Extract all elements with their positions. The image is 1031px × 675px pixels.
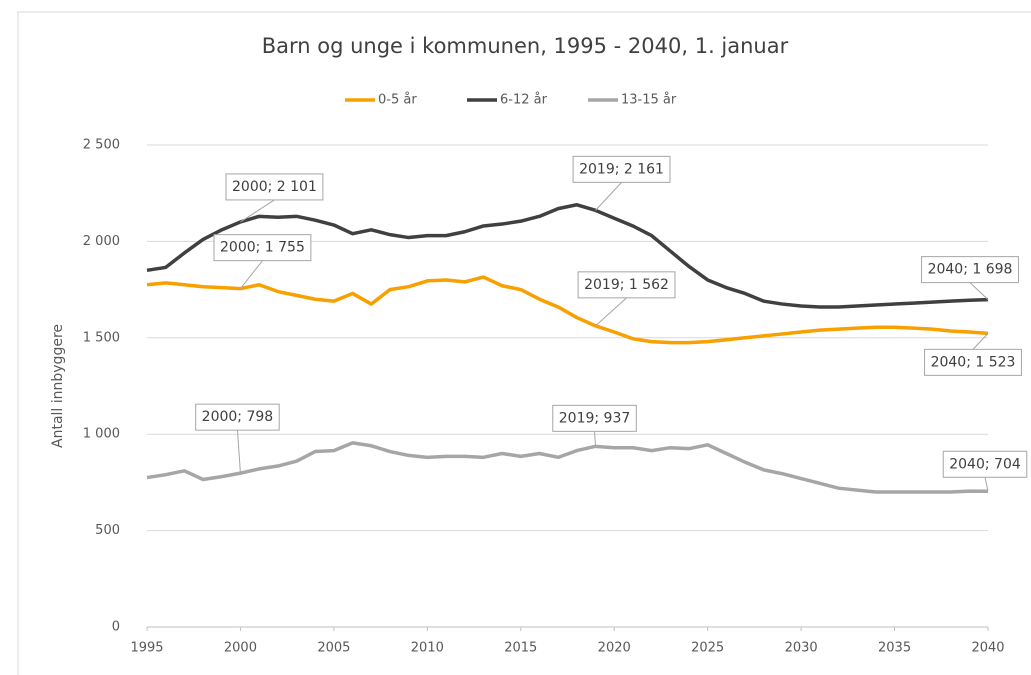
callout-box (195, 403, 280, 431)
callout-box (942, 450, 1028, 478)
x-tick-label: 2040 (971, 641, 1004, 656)
x-tick-label: 2030 (785, 641, 818, 656)
legend-label: 0-5 år (378, 93, 417, 108)
x-tick-label: 2020 (598, 641, 631, 656)
callout-label: 2040; 704 (949, 456, 1021, 472)
callout-label: 2040; 1 523 (931, 354, 1016, 370)
callout-leader (595, 182, 622, 211)
y-tick-label: 2 000 (83, 234, 120, 249)
x-tick-label: 2015 (504, 641, 537, 656)
chart-border (17, 11, 1031, 675)
x-tick-label: 2035 (878, 641, 911, 656)
y-tick-label: 500 (95, 523, 120, 538)
x-tick-label: 2000 (224, 641, 257, 656)
series-line (146, 275, 989, 345)
callout-label: 2000; 2 101 (232, 179, 317, 195)
callout-leader (594, 431, 597, 447)
callout-box (213, 234, 312, 262)
callout-label: 2000; 798 (202, 409, 274, 425)
legend-label: 13-15 år (621, 93, 677, 108)
y-tick-label: 1 000 (83, 427, 120, 442)
callout-leader (969, 282, 989, 300)
callout-label: 2019; 2 161 (579, 161, 664, 177)
callout-leader (240, 260, 263, 289)
x-tick-label: 2025 (691, 641, 724, 656)
callout-box (225, 173, 324, 201)
callout-leader (236, 430, 241, 474)
callout-box (921, 256, 1019, 284)
callout-label: 2040; 1 698 (928, 262, 1013, 278)
callout-label: 2019; 1 562 (584, 277, 669, 293)
callout-label: 2019; 937 (559, 410, 631, 426)
series-line (146, 441, 989, 494)
x-tick-label: 2005 (317, 641, 350, 656)
callout-leader (595, 297, 627, 327)
callout-leader (984, 477, 989, 492)
y-tick-label: 1 500 (83, 330, 120, 345)
callout-leader (972, 333, 989, 350)
callout-leader (240, 199, 275, 223)
series-line (146, 203, 989, 309)
callout-label: 2000; 1 755 (220, 240, 305, 256)
y-tick-label: 0 (112, 620, 120, 635)
chart-title: Barn og unge i kommunen, 1995 - 2040, 1.… (262, 34, 789, 58)
legend-label: 6-12 år (500, 93, 548, 108)
y-axis-label: Antall innbyggere (50, 324, 66, 448)
y-tick-label: 2 500 (83, 138, 120, 153)
callout-box (577, 271, 676, 299)
x-tick-label: 2010 (411, 641, 444, 656)
callout-box (924, 348, 1022, 376)
callout-box (572, 155, 671, 183)
x-tick-label: 1995 (130, 641, 163, 656)
callout-box (552, 404, 637, 432)
